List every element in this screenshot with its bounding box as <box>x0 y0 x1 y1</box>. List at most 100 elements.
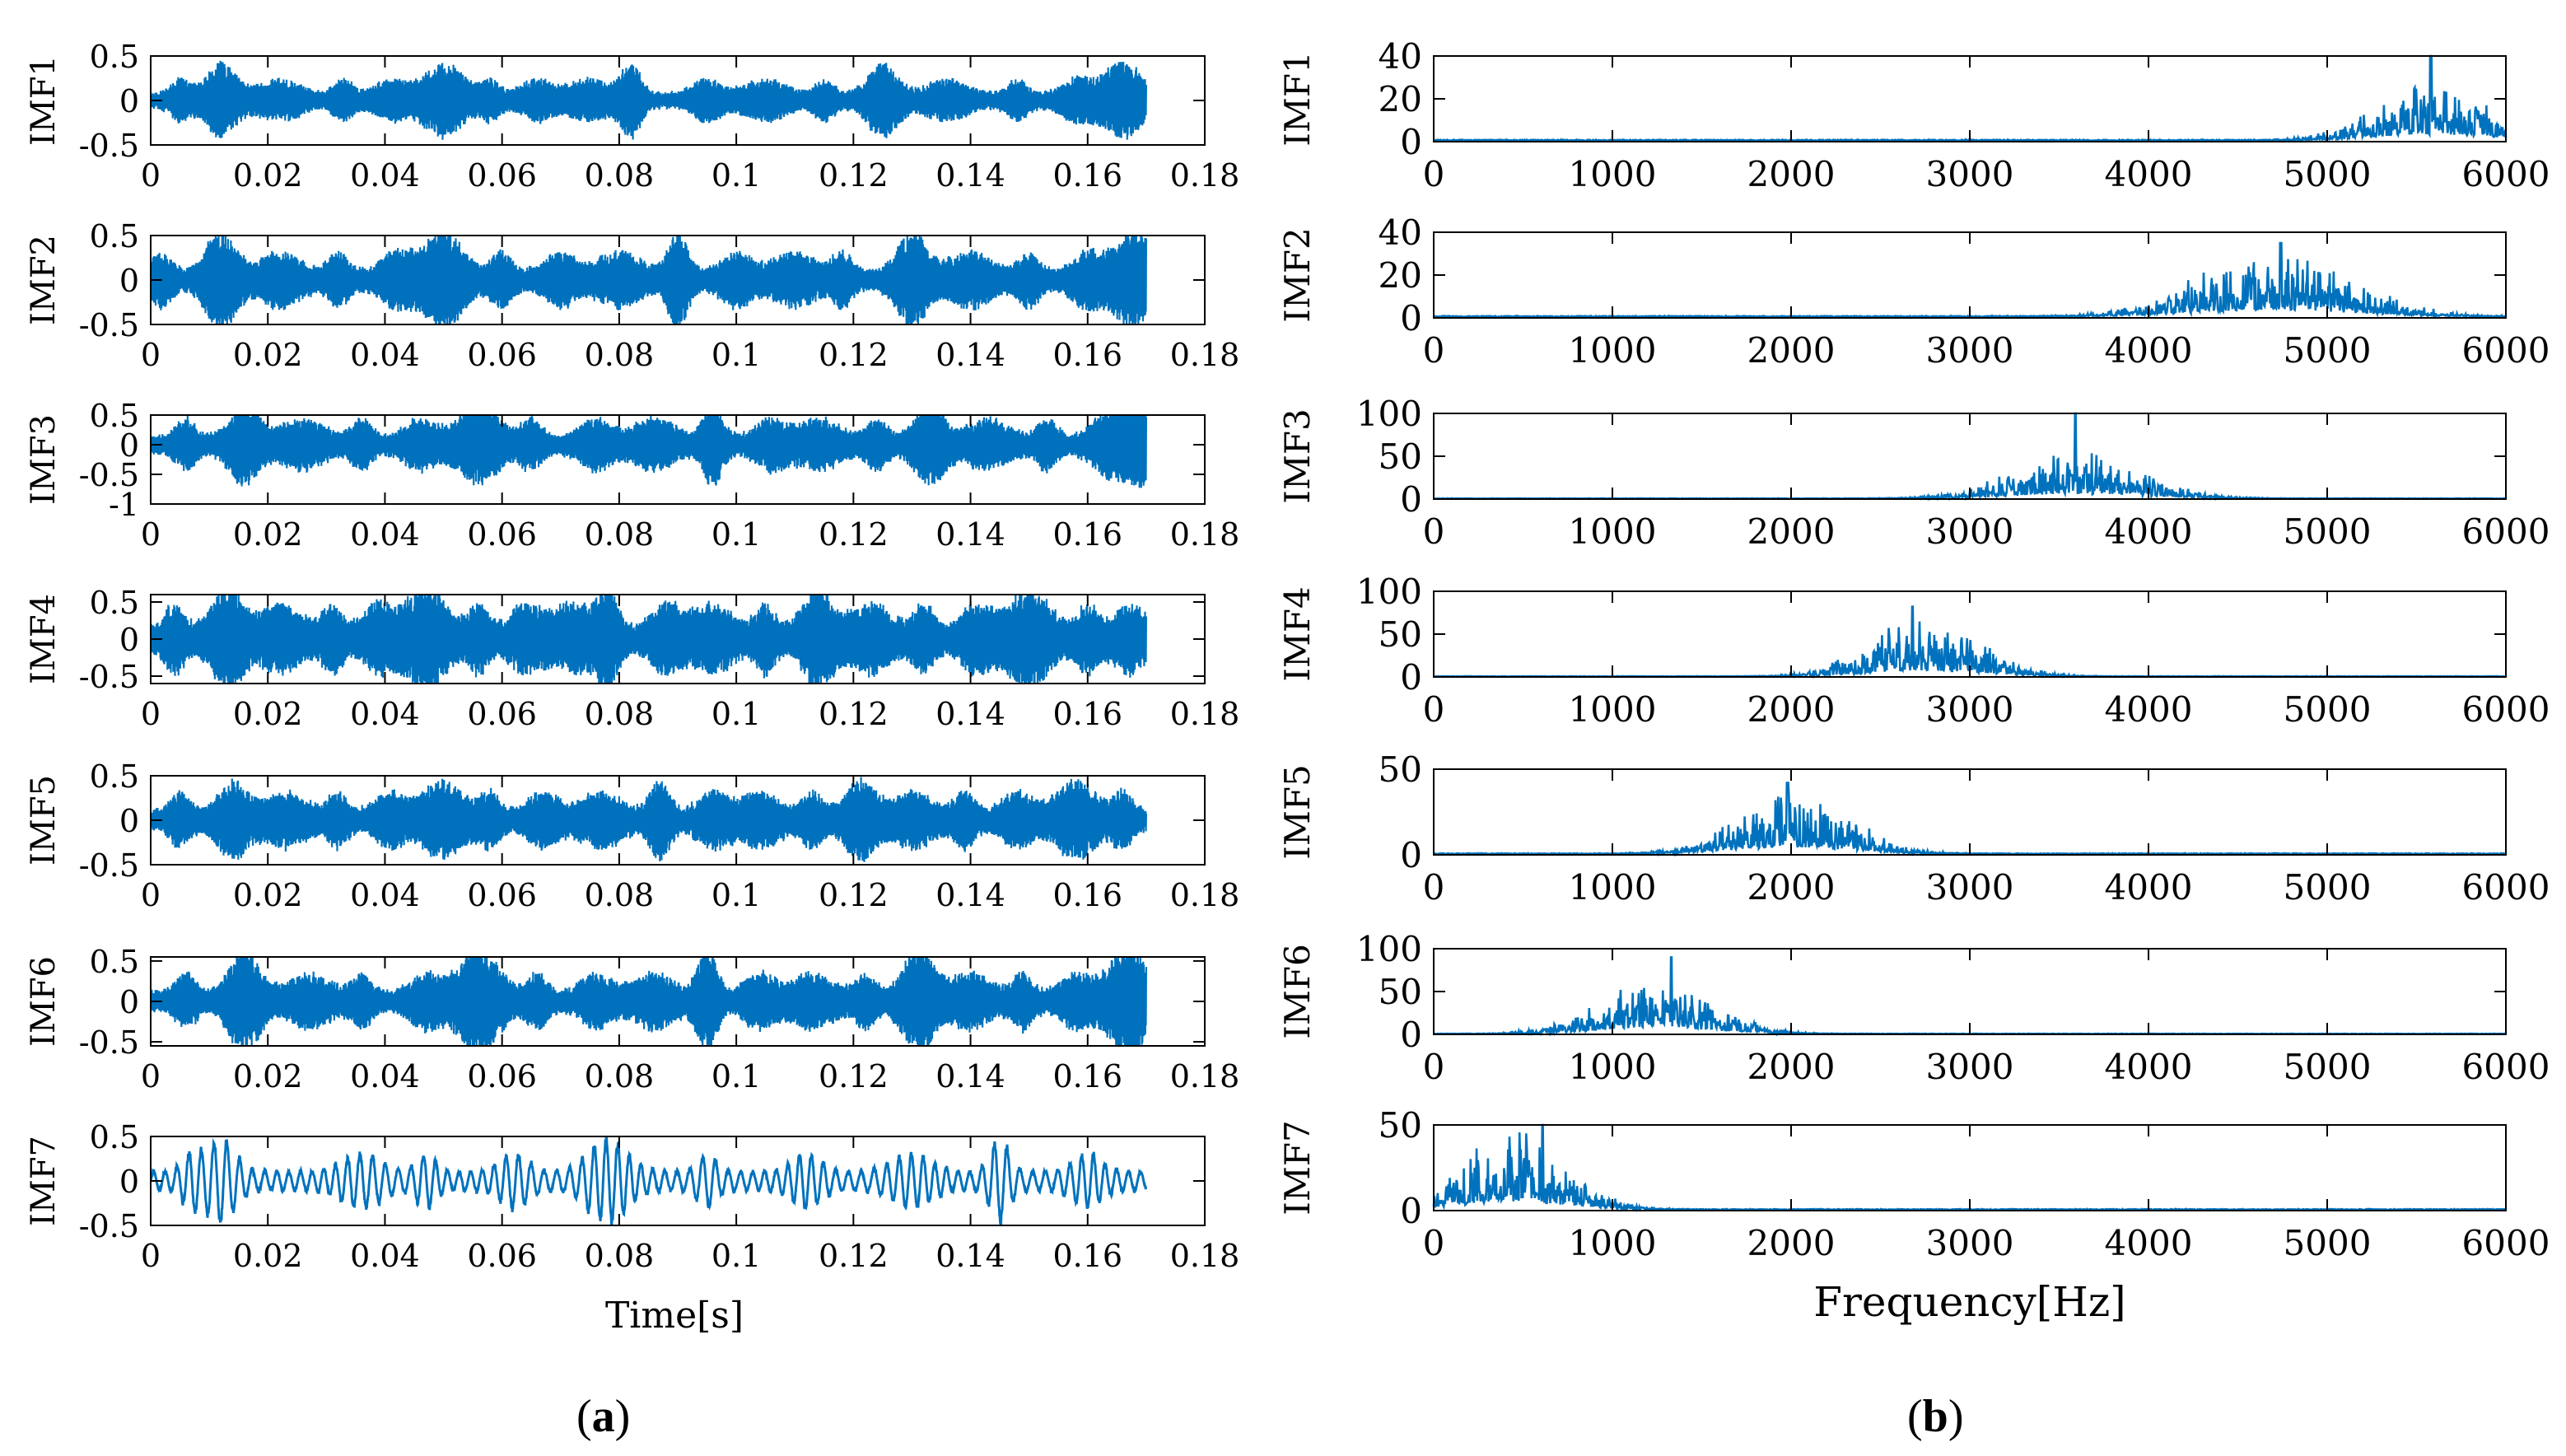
caption-a: (a) <box>576 1390 630 1443</box>
x-axis-label-frequency: Frequency[Hz] <box>1813 1278 2125 1326</box>
y-tick-label: 100 <box>1356 929 1422 969</box>
x-tick-label: 0 <box>1423 330 1445 371</box>
signal-line <box>151 60 1147 140</box>
x-tick-label: 2000 <box>1747 1223 1836 1263</box>
x-tick-label: 5000 <box>2284 330 2372 371</box>
y-tick-label: 0.5 <box>90 218 139 254</box>
x-tick-label: 4000 <box>2105 1047 2193 1087</box>
y-tick-label: 0 <box>1400 479 1422 520</box>
x-tick-label: 2000 <box>1747 154 1836 194</box>
plot-frame <box>150 414 1206 505</box>
x-tick-label: 4000 <box>2105 867 2193 908</box>
x-tick-label: 0.12 <box>819 157 889 194</box>
x-tick-label: 0.12 <box>819 516 889 553</box>
x-tick-label: 2000 <box>1747 689 1836 730</box>
caption-b-letter: b <box>1922 1391 1948 1442</box>
y-tick-label: -0.5 <box>79 1208 139 1244</box>
x-tick-label: 0.08 <box>585 1058 655 1094</box>
x-tick-label: 0.14 <box>935 157 1005 194</box>
x-tick-label: 1000 <box>1569 330 1657 371</box>
x-tick-label: 0 <box>1423 511 1445 552</box>
y-axis-label: IMF3 <box>25 414 63 505</box>
y-tick-label: 50 <box>1379 749 1422 790</box>
y-axis-label: IMF3 <box>1277 408 1318 503</box>
x-tick-label: 0.12 <box>819 1058 889 1094</box>
time-subplot-imf6: 0.50-0.50 0.02 0.04 0.06 0.08 0.1 0.12 0.14 0.16… <box>25 944 1239 1094</box>
y-axis-label: IMF6 <box>1277 944 1318 1038</box>
x-tick-label: 5000 <box>2284 1047 2372 1087</box>
signal-line <box>151 777 1147 862</box>
y-tick-label: 40 <box>1379 36 1422 77</box>
x-tick-label: 4000 <box>2105 1223 2193 1263</box>
x-tick-label: 1000 <box>1569 154 1657 194</box>
x-tick-label: 6000 <box>2462 511 2550 552</box>
y-tick-label: 0 <box>119 263 139 299</box>
caption-b-close: ) <box>1948 1391 1964 1442</box>
time-subplot-imf1: 0.50-0.50 0.02 0.04 0.06 0.08 0.1 0.12 0.14 0.16… <box>25 39 1239 194</box>
y-tick-label: -0.5 <box>79 457 139 493</box>
x-tick-label: 0.16 <box>1052 877 1122 913</box>
x-tick-label: 0.16 <box>1052 696 1122 732</box>
y-tick-label: 0 <box>119 83 139 119</box>
x-tick-label: 0.16 <box>1052 1238 1122 1274</box>
signal-line <box>151 236 1147 324</box>
signal-line <box>151 415 1147 488</box>
x-tick-label: 0.04 <box>350 1238 420 1274</box>
x-tick-label: 3000 <box>1926 689 2014 730</box>
y-axis-label: IMF4 <box>25 594 63 684</box>
x-tick-label: 6000 <box>2462 330 2550 371</box>
x-tick-label: 0 <box>1423 154 1445 194</box>
caption-a-close: ) <box>614 1391 631 1442</box>
y-axis-label: IMF5 <box>25 775 63 866</box>
x-tick-label: 0.06 <box>467 1058 537 1094</box>
x-tick-label: 0 <box>141 337 161 373</box>
x-tick-label: 0.06 <box>467 877 537 913</box>
x-tick-label: 0.04 <box>350 1058 420 1094</box>
x-tick-label: 0.1 <box>711 696 761 732</box>
x-tick-label: 0.02 <box>233 696 303 732</box>
x-tick-label: 0.06 <box>467 157 537 194</box>
x-tick-label: 0.16 <box>1052 1058 1122 1094</box>
x-tick-label: 3000 <box>1926 867 2014 908</box>
x-tick-label: 5000 <box>2284 511 2372 552</box>
y-tick-label: 0 <box>1400 298 1422 338</box>
x-tick-label: 0.02 <box>233 877 303 913</box>
x-tick-label: 4000 <box>2105 330 2193 371</box>
x-tick-label: 0.1 <box>711 877 761 913</box>
x-tick-label: 0 <box>141 696 161 732</box>
x-tick-label: 0.08 <box>585 516 655 553</box>
signal-line <box>151 595 1147 684</box>
x-tick-label: 0.04 <box>350 157 420 194</box>
x-tick-label: 0.08 <box>585 877 655 913</box>
spectrum-line <box>1433 54 2508 143</box>
x-tick-label: 0 <box>1423 1047 1445 1087</box>
y-tick-label: 100 <box>1356 394 1422 434</box>
y-tick-label: 0.5 <box>90 585 139 621</box>
y-tick-label: -1 <box>109 487 139 523</box>
x-tick-label: 0.18 <box>1170 157 1240 194</box>
x-tick-label: 0.06 <box>467 1238 537 1274</box>
time-subplot-imf2: 0.50-0.50 0.02 0.04 0.06 0.08 0.1 0.12 0.14 0.16… <box>25 218 1239 373</box>
x-tick-label: 0.1 <box>711 1058 761 1094</box>
y-tick-label: 0 <box>119 984 139 1020</box>
y-tick-label: -0.5 <box>79 1024 139 1061</box>
x-tick-label: 1000 <box>1569 689 1657 730</box>
x-tick-label: 0 <box>141 1238 161 1274</box>
x-tick-label: 0 <box>1423 867 1445 908</box>
x-tick-label: 3000 <box>1926 1047 2014 1087</box>
y-tick-label: 40 <box>1379 212 1422 253</box>
x-tick-label: 1000 <box>1569 1047 1657 1087</box>
x-tick-label: 0.18 <box>1170 1058 1240 1094</box>
y-axis-label: IMF2 <box>25 235 63 325</box>
x-tick-label: 1000 <box>1569 867 1657 908</box>
x-tick-label: 0.12 <box>819 1238 889 1274</box>
y-axis-label: IMF2 <box>1277 227 1318 322</box>
y-axis-label: IMF7 <box>1277 1120 1318 1215</box>
x-tick-label: 5000 <box>2284 867 2372 908</box>
x-tick-label: 5000 <box>2284 689 2372 730</box>
x-tick-label: 0.08 <box>585 157 655 194</box>
x-tick-label: 4000 <box>2105 154 2193 194</box>
